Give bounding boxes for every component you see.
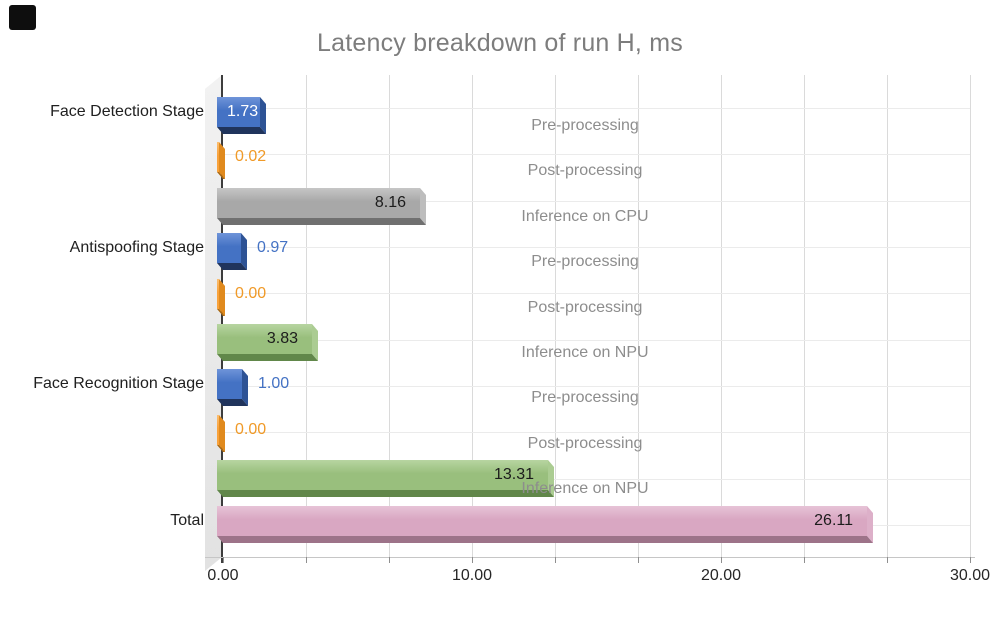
value-label: 0.00: [235, 421, 267, 438]
category-label: Antispoofing Stage: [69, 239, 204, 256]
bar-post-processing: [217, 279, 225, 317]
series-label: Inference on NPU: [521, 344, 649, 361]
bar-post-processing: [217, 415, 225, 453]
series-label: Pre-processing: [531, 389, 639, 406]
chart-title: Latency breakdown of run H, ms: [317, 29, 683, 57]
bar-pre-processing: [217, 233, 247, 271]
vertical-gridline: [721, 75, 722, 557]
value-label: 3.83: [266, 330, 298, 347]
y-axis-line: [221, 75, 223, 563]
series-label: Post-processing: [527, 435, 643, 452]
horizontal-gridline: [223, 432, 970, 434]
bar-post-processing: [217, 142, 225, 180]
x-tick-label: 20.00: [700, 567, 742, 584]
bar-bottom-bevel-3d: [217, 536, 873, 543]
horizontal-gridline: [223, 200, 970, 202]
horizontal-gridline: [223, 385, 970, 387]
bar-total: [217, 506, 873, 544]
value-label: 1.73: [227, 103, 259, 120]
vertical-gridline: [306, 75, 307, 557]
corner-marker: [9, 5, 36, 30]
bar-bottom-bevel-3d: [217, 263, 247, 270]
x-axis-tick: [306, 557, 307, 563]
horizontal-gridline: [223, 154, 970, 156]
category-label: Face Recognition Stage: [33, 375, 204, 392]
x-axis-tick: [721, 557, 722, 563]
horizontal-gridline: [223, 293, 970, 295]
vertical-gridline: [472, 75, 473, 557]
series-label: Inference on NPU: [521, 480, 649, 497]
series-label: Pre-processing: [531, 253, 639, 270]
x-axis-tick: [804, 557, 805, 563]
vertical-gridline: [804, 75, 805, 557]
bar-bottom-bevel-3d: [217, 354, 318, 361]
x-tick-label: 30.00: [949, 567, 991, 584]
category-label: Face Detection Stage: [50, 103, 204, 120]
x-axis-tick: [555, 557, 556, 563]
bar-bottom-bevel-3d: [217, 399, 248, 406]
x-tick-label: 0.00: [207, 567, 239, 584]
value-label: 1.00: [258, 375, 290, 392]
series-label: Inference on CPU: [521, 208, 649, 225]
bar-inference-on-cpu: [217, 188, 426, 226]
value-label: 0.02: [235, 148, 267, 165]
bar-inference-on-npu: [217, 460, 554, 498]
x-axis-tick: [970, 557, 971, 563]
series-label: Pre-processing: [531, 117, 639, 134]
bar-pre-processing: [217, 97, 266, 135]
bar-pre-processing: [217, 369, 248, 407]
bar-bottom-bevel-3d: [217, 218, 426, 225]
vertical-gridline: [389, 75, 390, 557]
x-axis-tick: [223, 557, 224, 563]
value-label: 0.97: [257, 239, 289, 256]
x-tick-label: 10.00: [451, 567, 493, 584]
x-axis-tick: [389, 557, 390, 563]
bar-bottom-bevel-3d: [217, 127, 266, 134]
horizontal-gridline: [223, 478, 970, 480]
value-label: 26.11: [814, 512, 853, 529]
vertical-gridline: [887, 75, 888, 557]
bar-inference-on-npu: [217, 324, 318, 362]
x-axis-tick: [638, 557, 639, 563]
series-label: Post-processing: [527, 162, 643, 179]
vertical-gridline: [555, 75, 556, 557]
category-label: Total: [170, 512, 204, 529]
vertical-gridline: [970, 75, 971, 557]
horizontal-gridline: [223, 246, 970, 248]
value-label: 8.16: [374, 194, 406, 211]
horizontal-gridline: [223, 108, 970, 109]
horizontal-gridline: [223, 339, 970, 341]
x-axis-baseline: [205, 557, 975, 558]
x-axis-tick: [887, 557, 888, 563]
series-label: Post-processing: [527, 299, 643, 316]
x-axis-tick: [472, 557, 473, 563]
value-label: 13.31: [493, 466, 534, 483]
value-label: 0.00: [235, 285, 267, 302]
vertical-gridline: [638, 75, 639, 557]
